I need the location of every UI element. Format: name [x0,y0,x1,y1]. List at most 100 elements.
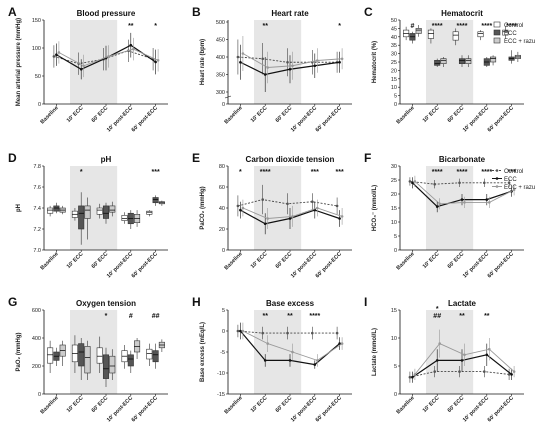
data-point [107,55,110,58]
panel-letter: D [8,151,17,165]
data-point [512,370,516,373]
box [427,29,434,39]
legend-label: Control [504,169,523,175]
y-tick-label: -5 [220,350,225,356]
panel-title: Bicarbonate [439,155,486,164]
data-point [413,180,417,183]
x-tick-label: 60' ECC [447,105,466,124]
data-point [286,331,289,335]
box [96,347,103,364]
y-tick-label: 600 [32,308,41,314]
x-tick-label: 60' post-ECC [315,251,343,279]
significance-mark: *** [508,169,516,176]
x-tick-label: 60' post-ECC [315,395,343,423]
legend-label: ECC + razu [504,39,535,45]
panel-A: A Blood pressure 0 50 100 150 Mean arterial pr… [8,5,168,133]
y-tick-label: 450 [216,38,225,44]
data-point [338,60,341,64]
legend-marker [495,169,499,172]
data-point [156,59,160,62]
data-point [463,201,466,204]
data-point [288,67,292,71]
y-tick-label: 0 [394,102,397,108]
box [490,56,497,63]
significance-mark: *** [336,169,344,176]
y-tick-label: -15 [217,392,225,398]
panel-title: Blood pressure [77,9,136,18]
significance-mark: * [105,313,108,320]
box [152,197,159,204]
y-tick-label: 60 [219,185,225,191]
x-tick-label: 60' post-ECC [131,105,159,133]
y-tick-label: 0 [394,392,397,398]
data-point [82,64,85,68]
box [47,347,54,364]
box [78,343,85,367]
data-point [458,181,461,185]
data-point [413,373,417,376]
x-tick-label: 10' ECC [422,105,441,124]
box [96,207,103,215]
legend: Control ECC ECC + razu [493,21,535,45]
y-tick-label: 7.8 [33,164,41,170]
x-tick-label: 60' ECC [275,251,294,270]
y-tick-label: 15 [391,206,397,212]
box [102,205,110,219]
y-tick-label: 50 [35,74,41,80]
data-point [335,331,339,335]
significance-mark: * [338,23,341,30]
data-point [239,329,242,333]
significance-mark: ** [128,23,134,30]
series-line-control [53,50,154,65]
y-tick-label: 7.6 [33,185,41,191]
x-tick-label: 60' ECC [91,395,110,414]
data-point [241,52,245,55]
legend-marker [495,177,499,180]
data-point [433,370,437,373]
y-tick-label: 80 [219,164,225,170]
y-tick-label: 0 [38,392,41,398]
significance-mark: **** [506,23,517,30]
legend-label: Control [504,23,523,29]
data-point [266,66,270,69]
x-tick-label: 60' post-ECC [131,395,159,423]
significance-mark: ** [262,23,268,30]
significance-mark: ** [484,313,490,320]
y-tick-label: 40 [391,35,397,41]
panel-letter: E [192,151,200,165]
y-tick-label: -10 [217,371,225,377]
data-point [488,201,491,204]
x-tick-label: Baseline [396,105,416,125]
x-tick-label: 10' ECC [422,395,441,414]
data-point [510,373,513,376]
x-tick-label: 60' post-ECC [315,105,343,133]
significance-mark: **** [457,23,468,30]
data-point [241,206,245,210]
significance-mark: **** [457,169,468,176]
y-tick-label: 30 [391,164,397,170]
x-tick-label: 60' post-ECC [487,251,515,279]
data-point [236,329,240,333]
x-tick-label: 60' post-ECC [487,395,515,423]
y-tick-label: 45 [391,26,397,32]
data-point [57,51,61,54]
data-point [79,67,83,71]
data-point [340,215,344,218]
y-tick-label: 5 [394,234,397,240]
panel-title: Hematocrit [441,9,483,18]
panel-F: F Bicarbonate 0 5 10 15 20 25 30 HCO₃⁻ (mmol/L) Ba… [364,151,535,279]
data-point [485,198,489,201]
data-point [338,217,341,220]
box [440,58,447,64]
y-axis-label: Mean arterial pressure (mmHg) [16,18,22,106]
data-point [313,363,317,366]
significance-mark: *** [152,169,160,176]
x-tick-label: 60' ECC [91,251,110,270]
box [434,60,441,66]
x-tick-label: Baseline [224,105,244,125]
significance-mark: ** [287,313,293,320]
data-point [311,200,314,203]
data-point [338,342,341,345]
data-point [286,202,289,206]
